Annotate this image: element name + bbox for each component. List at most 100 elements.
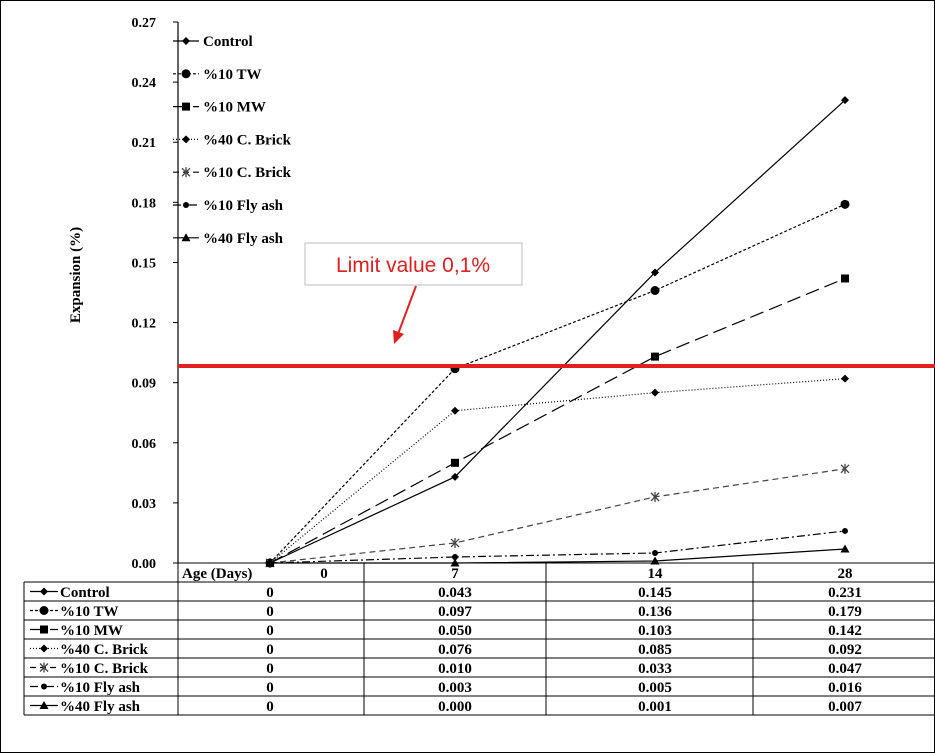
table-cell: 0.003 bbox=[438, 680, 472, 696]
series-line bbox=[269, 99, 846, 564]
table-cell: 0.103 bbox=[638, 623, 672, 639]
y-axis: 0.00 0.03 0.06 0.09 0.12 0.15 0.18 0.21 0.24 0.27 bbox=[132, 16, 179, 572]
data-point bbox=[840, 544, 850, 553]
row-label: %40 C. Brick bbox=[60, 642, 149, 658]
table-cell: 0.136 bbox=[638, 604, 672, 620]
data-point bbox=[650, 285, 660, 295]
table-header-cell: 0 bbox=[320, 566, 328, 582]
legend-label: %10 Fly ash bbox=[203, 198, 284, 214]
table-cell: 0 bbox=[266, 680, 274, 696]
legend-label: %10 MW bbox=[203, 100, 266, 116]
table-cell: 0.231 bbox=[828, 585, 862, 601]
data-point bbox=[841, 374, 849, 383]
legend-label: %40 Fly ash bbox=[203, 231, 284, 247]
legend-item: %10 TW bbox=[173, 67, 261, 83]
data-point bbox=[652, 549, 658, 556]
table-cell: 0 bbox=[266, 585, 274, 601]
row-label: %10 TW bbox=[60, 604, 118, 620]
legend-item: %10 Fly ash bbox=[173, 198, 284, 214]
data-point bbox=[651, 352, 659, 361]
table-row: %40 C. Brick 0 0.076 0.085 0.092 bbox=[30, 642, 862, 658]
row-marker bbox=[40, 644, 48, 653]
data-point bbox=[840, 199, 850, 209]
table-cell: 0 bbox=[266, 604, 274, 620]
legend-item: %10 MW bbox=[173, 100, 266, 116]
series-line bbox=[269, 468, 846, 564]
data-point bbox=[840, 463, 850, 474]
data-point bbox=[451, 406, 459, 415]
table-cell: 0 bbox=[266, 642, 274, 658]
table-cell: 0.033 bbox=[638, 661, 672, 677]
table-header-cell: 14 bbox=[648, 566, 664, 582]
data-point bbox=[650, 556, 660, 565]
table-row: %40 Fly ash 0 0.000 0.001 0.007 bbox=[30, 699, 862, 715]
legend-item: %10 C. Brick bbox=[173, 165, 292, 181]
table-row: %10 C. Brick 0 0.010 0.033 0.047 bbox=[30, 661, 862, 677]
y-tick-label: 0.06 bbox=[132, 437, 157, 452]
table-cell: 0.145 bbox=[638, 585, 672, 601]
y-tick-label: 0.24 bbox=[132, 76, 157, 91]
series-line bbox=[269, 203, 846, 564]
y-tick-label: 0.00 bbox=[132, 557, 157, 572]
table-cell: 0 bbox=[266, 661, 274, 677]
legend-marker bbox=[183, 202, 189, 208]
table-cell: 0.097 bbox=[438, 604, 472, 620]
table-row: %10 Fly ash 0 0.003 0.005 0.016 bbox=[30, 680, 862, 696]
data-point bbox=[841, 274, 849, 283]
limit-arrow-shaft bbox=[397, 285, 417, 335]
legend-label: %10 TW bbox=[203, 67, 261, 83]
limit-line-group: Limit value 0,1% bbox=[178, 242, 935, 368]
data-point bbox=[451, 472, 459, 481]
row-marker bbox=[40, 587, 48, 596]
legend-marker bbox=[181, 167, 191, 178]
y-tick-label: 0.03 bbox=[132, 497, 157, 512]
table-cell: 0.001 bbox=[638, 699, 672, 715]
table-cell: 0.076 bbox=[438, 642, 472, 658]
row-marker bbox=[39, 606, 49, 615]
row-label: %10 MW bbox=[60, 623, 123, 639]
row-marker bbox=[41, 683, 47, 690]
data-point bbox=[650, 491, 660, 502]
table-cell: 0.016 bbox=[828, 680, 862, 696]
data-point bbox=[841, 96, 849, 105]
plot-area bbox=[265, 96, 850, 568]
table-row: %10 MW 0 0.050 0.103 0.142 bbox=[30, 623, 862, 639]
legend-item: Control bbox=[173, 34, 253, 50]
row-marker bbox=[39, 701, 49, 709]
data-point bbox=[452, 553, 458, 560]
data-point bbox=[450, 537, 460, 548]
table-header-cell: 28 bbox=[838, 566, 853, 582]
row-label: Control bbox=[60, 585, 110, 601]
legend-item: %40 Fly ash bbox=[173, 231, 284, 247]
table-cell: 0.043 bbox=[438, 585, 472, 601]
data-point bbox=[451, 458, 459, 467]
y-tick-label: 0.09 bbox=[132, 377, 157, 392]
data-point bbox=[842, 527, 848, 534]
y-tick-label: 0.18 bbox=[132, 196, 157, 211]
legend-item: %40 C. Brick bbox=[173, 132, 292, 148]
table-cell: 0.007 bbox=[828, 699, 862, 715]
series-line bbox=[269, 277, 846, 564]
table-cell: 0.092 bbox=[828, 642, 862, 658]
row-label: %10 C. Brick bbox=[60, 661, 149, 677]
legend-marker bbox=[181, 69, 191, 79]
table-cell: 0.050 bbox=[438, 623, 472, 639]
limit-arrow-head bbox=[393, 330, 404, 344]
table-cell: 0.005 bbox=[638, 680, 672, 696]
row-label: %10 Fly ash bbox=[60, 680, 141, 696]
series-4 bbox=[265, 463, 850, 568]
table-cell: 0 bbox=[266, 699, 274, 715]
data-point bbox=[651, 268, 659, 277]
legend-marker bbox=[182, 135, 190, 144]
legend-label: Control bbox=[203, 34, 253, 50]
table-cell: 0.010 bbox=[438, 661, 472, 677]
table-cell: 0.085 bbox=[638, 642, 672, 658]
data-table: Age (Days) 0 7 14 28 Control 0 0.043 0.145 0.231%… bbox=[23, 562, 935, 716]
legend-marker bbox=[181, 233, 191, 242]
y-tick-label: 0.27 bbox=[132, 16, 157, 31]
y-tick-label: 0.21 bbox=[132, 136, 157, 151]
table-cell: 0 bbox=[266, 623, 274, 639]
series-line bbox=[269, 530, 846, 564]
